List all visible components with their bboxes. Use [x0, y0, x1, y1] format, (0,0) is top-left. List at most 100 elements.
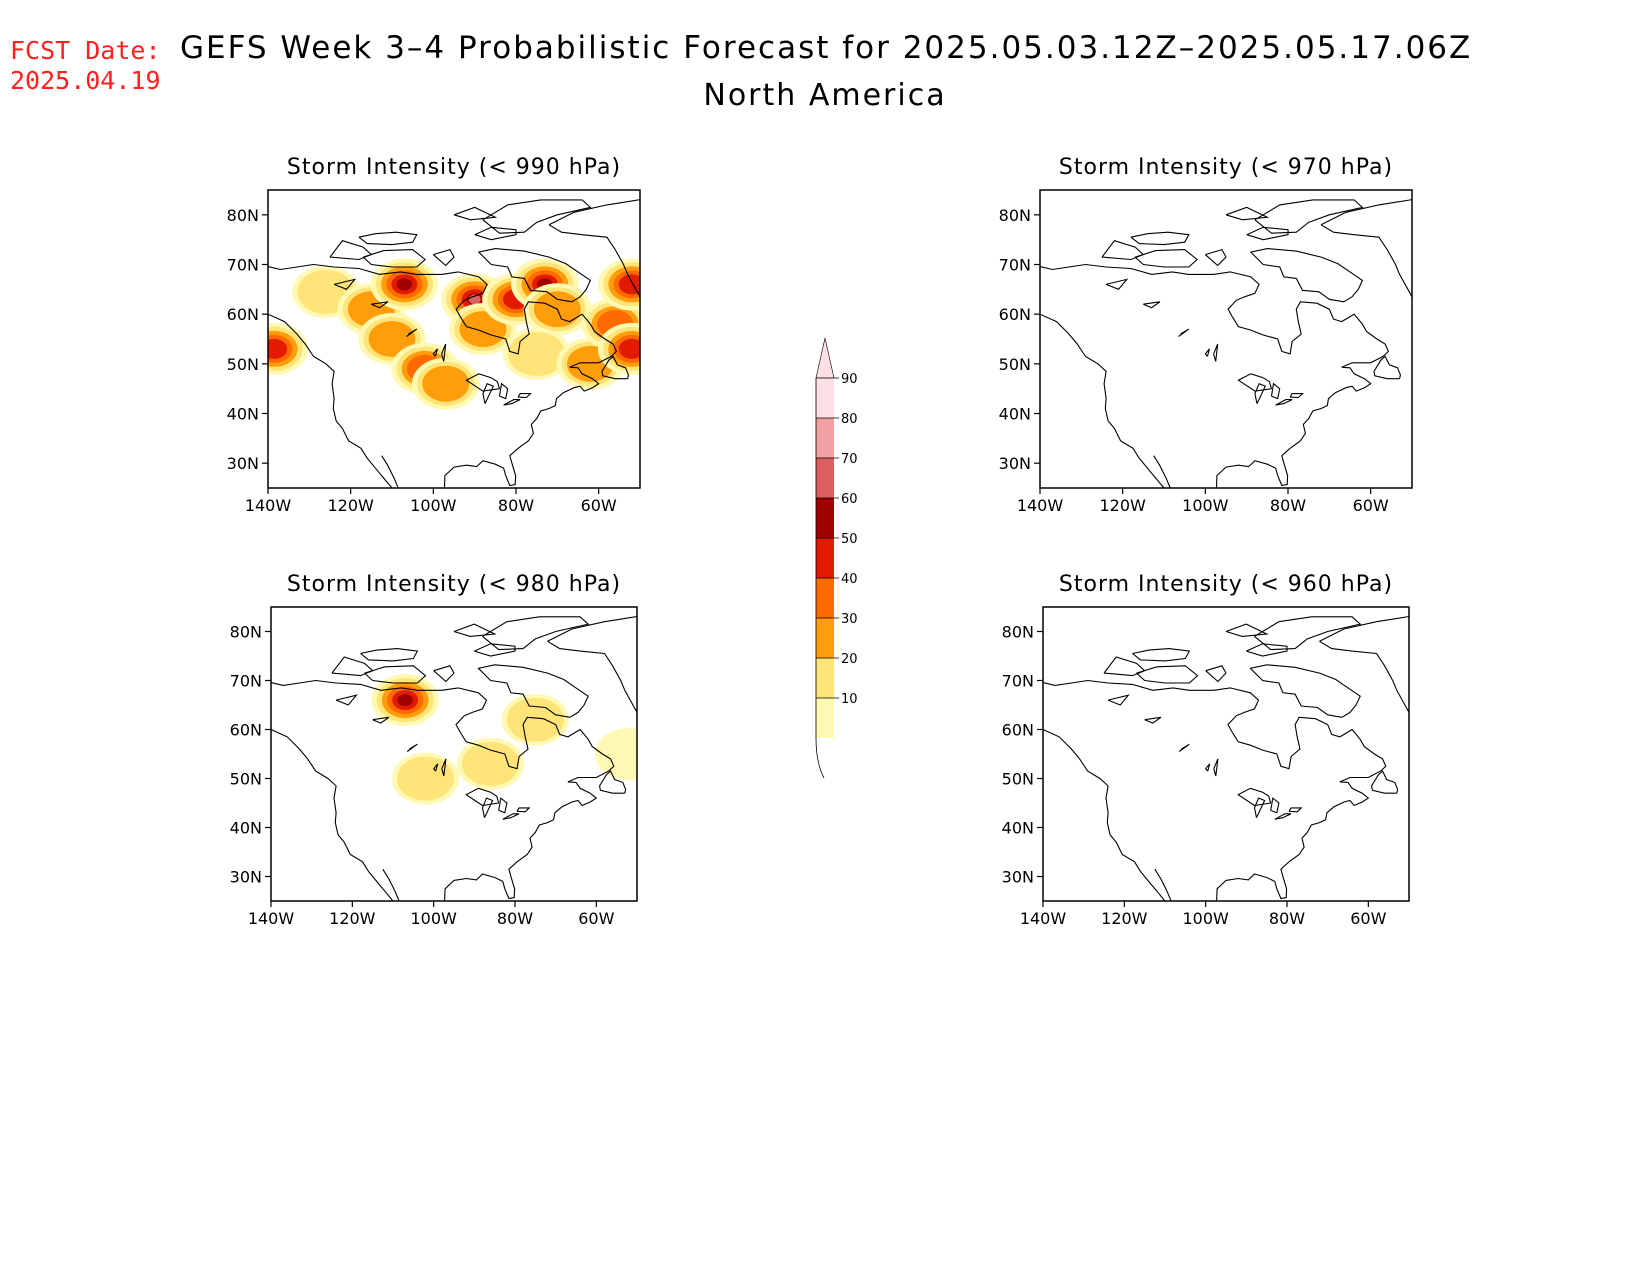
coastline: [547, 615, 637, 642]
lon-tick-label: 100W: [410, 496, 457, 515]
coastline: [465, 787, 500, 807]
coastline: [1320, 224, 1412, 298]
coastline: [1213, 343, 1219, 362]
colorbar-cap-top: [815, 337, 835, 379]
coastline: [331, 656, 374, 677]
coastline: [1178, 743, 1190, 752]
panel-p970: Storm Intensity (< 970 hPa) 80N 70N 60N 50N 4…: [999, 155, 1413, 515]
lon-tick-label: 120W: [327, 496, 374, 515]
lat-tick-label: 30N: [1002, 868, 1034, 887]
coastline: [441, 343, 447, 362]
coastline: [1225, 206, 1270, 221]
coastline: [1275, 399, 1293, 406]
probability-shade: [397, 694, 414, 707]
coastline: [1205, 665, 1227, 683]
lon-tick-label: 140W: [248, 909, 295, 928]
coastline: [1107, 694, 1130, 706]
lat-tick-label: 50N: [1002, 770, 1034, 789]
lat-tick-label: 70N: [230, 672, 262, 691]
coastline: [1040, 313, 1165, 488]
probability-shade: [462, 741, 520, 786]
colorbar-label: 10: [841, 692, 858, 707]
lon-tick-label: 60W: [1350, 909, 1386, 928]
coastline: [371, 301, 389, 309]
coastline: [1289, 393, 1304, 399]
coastline: [1320, 199, 1412, 226]
probability-shade: [268, 338, 288, 359]
coastline: [477, 248, 592, 303]
coastline: [1103, 656, 1146, 677]
colorbar-swatch: [816, 538, 834, 578]
coastline: [372, 716, 390, 724]
probability-shade: [506, 697, 564, 742]
lon-tick-label: 80W: [1269, 909, 1305, 928]
region-subtitle: North America: [703, 78, 947, 113]
lat-tick-label: 40N: [230, 819, 262, 838]
coastline: [481, 797, 494, 818]
lon-tick-label: 100W: [1182, 496, 1229, 515]
lon-tick-label: 60W: [581, 496, 617, 515]
coastline: [1319, 615, 1409, 642]
lon-tick-label: 140W: [245, 496, 292, 515]
coastline: [433, 665, 455, 683]
lat-tick-label: 30N: [227, 454, 259, 473]
coastline: [1254, 382, 1267, 404]
lon-tick-label: 80W: [1270, 496, 1306, 515]
coastline: [1101, 240, 1145, 261]
coastline: [1274, 813, 1292, 820]
lon-tick-label: 120W: [329, 909, 376, 928]
coastline: [1043, 728, 1166, 901]
lon-tick-label: 100W: [1182, 909, 1229, 928]
probability-shade: [618, 338, 640, 359]
probability-shade: [368, 321, 416, 357]
map-frame: [1039, 189, 1413, 489]
colorbar-swatch: [816, 658, 834, 698]
coastline: [362, 249, 426, 268]
panel-title: Storm Intensity (< 960 hPa): [1059, 572, 1393, 597]
coastline: [1288, 807, 1303, 813]
coastline: [335, 694, 358, 706]
colorbar-swatch: [816, 698, 834, 738]
coastline: [1043, 679, 1387, 901]
colorbar-label: 30: [841, 612, 858, 627]
coastline: [498, 797, 508, 814]
coastline: [503, 399, 521, 406]
lon-tick-label: 120W: [1099, 496, 1146, 515]
lat-tick-label: 60N: [227, 305, 259, 324]
lat-tick-label: 80N: [1002, 623, 1034, 642]
coastline: [1237, 373, 1273, 392]
coastline: [1204, 348, 1211, 357]
colorbar-label: 80: [841, 412, 858, 427]
lon-tick-label: 120W: [1101, 909, 1148, 928]
coastline: [1373, 355, 1401, 380]
map-frame: [1042, 606, 1410, 902]
colorbar-swatch: [816, 578, 834, 618]
coastline: [482, 382, 495, 404]
coastline: [271, 728, 394, 901]
coastline: [406, 328, 418, 337]
coastline: [1143, 301, 1161, 309]
lon-tick-label: 140W: [1020, 909, 1067, 928]
coastline: [1144, 716, 1162, 724]
coastline: [364, 665, 427, 684]
coastline: [548, 224, 640, 298]
colorbar-label: 20: [841, 652, 858, 667]
main-title: GEFS Week 3–4 Probabilistic Forecast for…: [180, 30, 1473, 66]
coastline: [1153, 455, 1171, 488]
coastline: [1254, 199, 1364, 234]
lon-tick-label: 60W: [1353, 496, 1389, 515]
coastline: [482, 199, 592, 234]
lat-tick-label: 40N: [1002, 819, 1034, 838]
probability-shade: [422, 365, 470, 402]
lon-tick-label: 80W: [497, 909, 533, 928]
coastline: [1130, 231, 1190, 246]
colorbar-label: 50: [841, 532, 858, 547]
lat-tick-label: 80N: [227, 206, 259, 225]
map-frame: [267, 189, 641, 489]
coastline: [271, 679, 615, 901]
coastline: [1134, 249, 1198, 268]
lat-tick-label: 80N: [999, 206, 1031, 225]
lon-tick-label: 100W: [410, 909, 457, 928]
coastline: [465, 373, 501, 392]
